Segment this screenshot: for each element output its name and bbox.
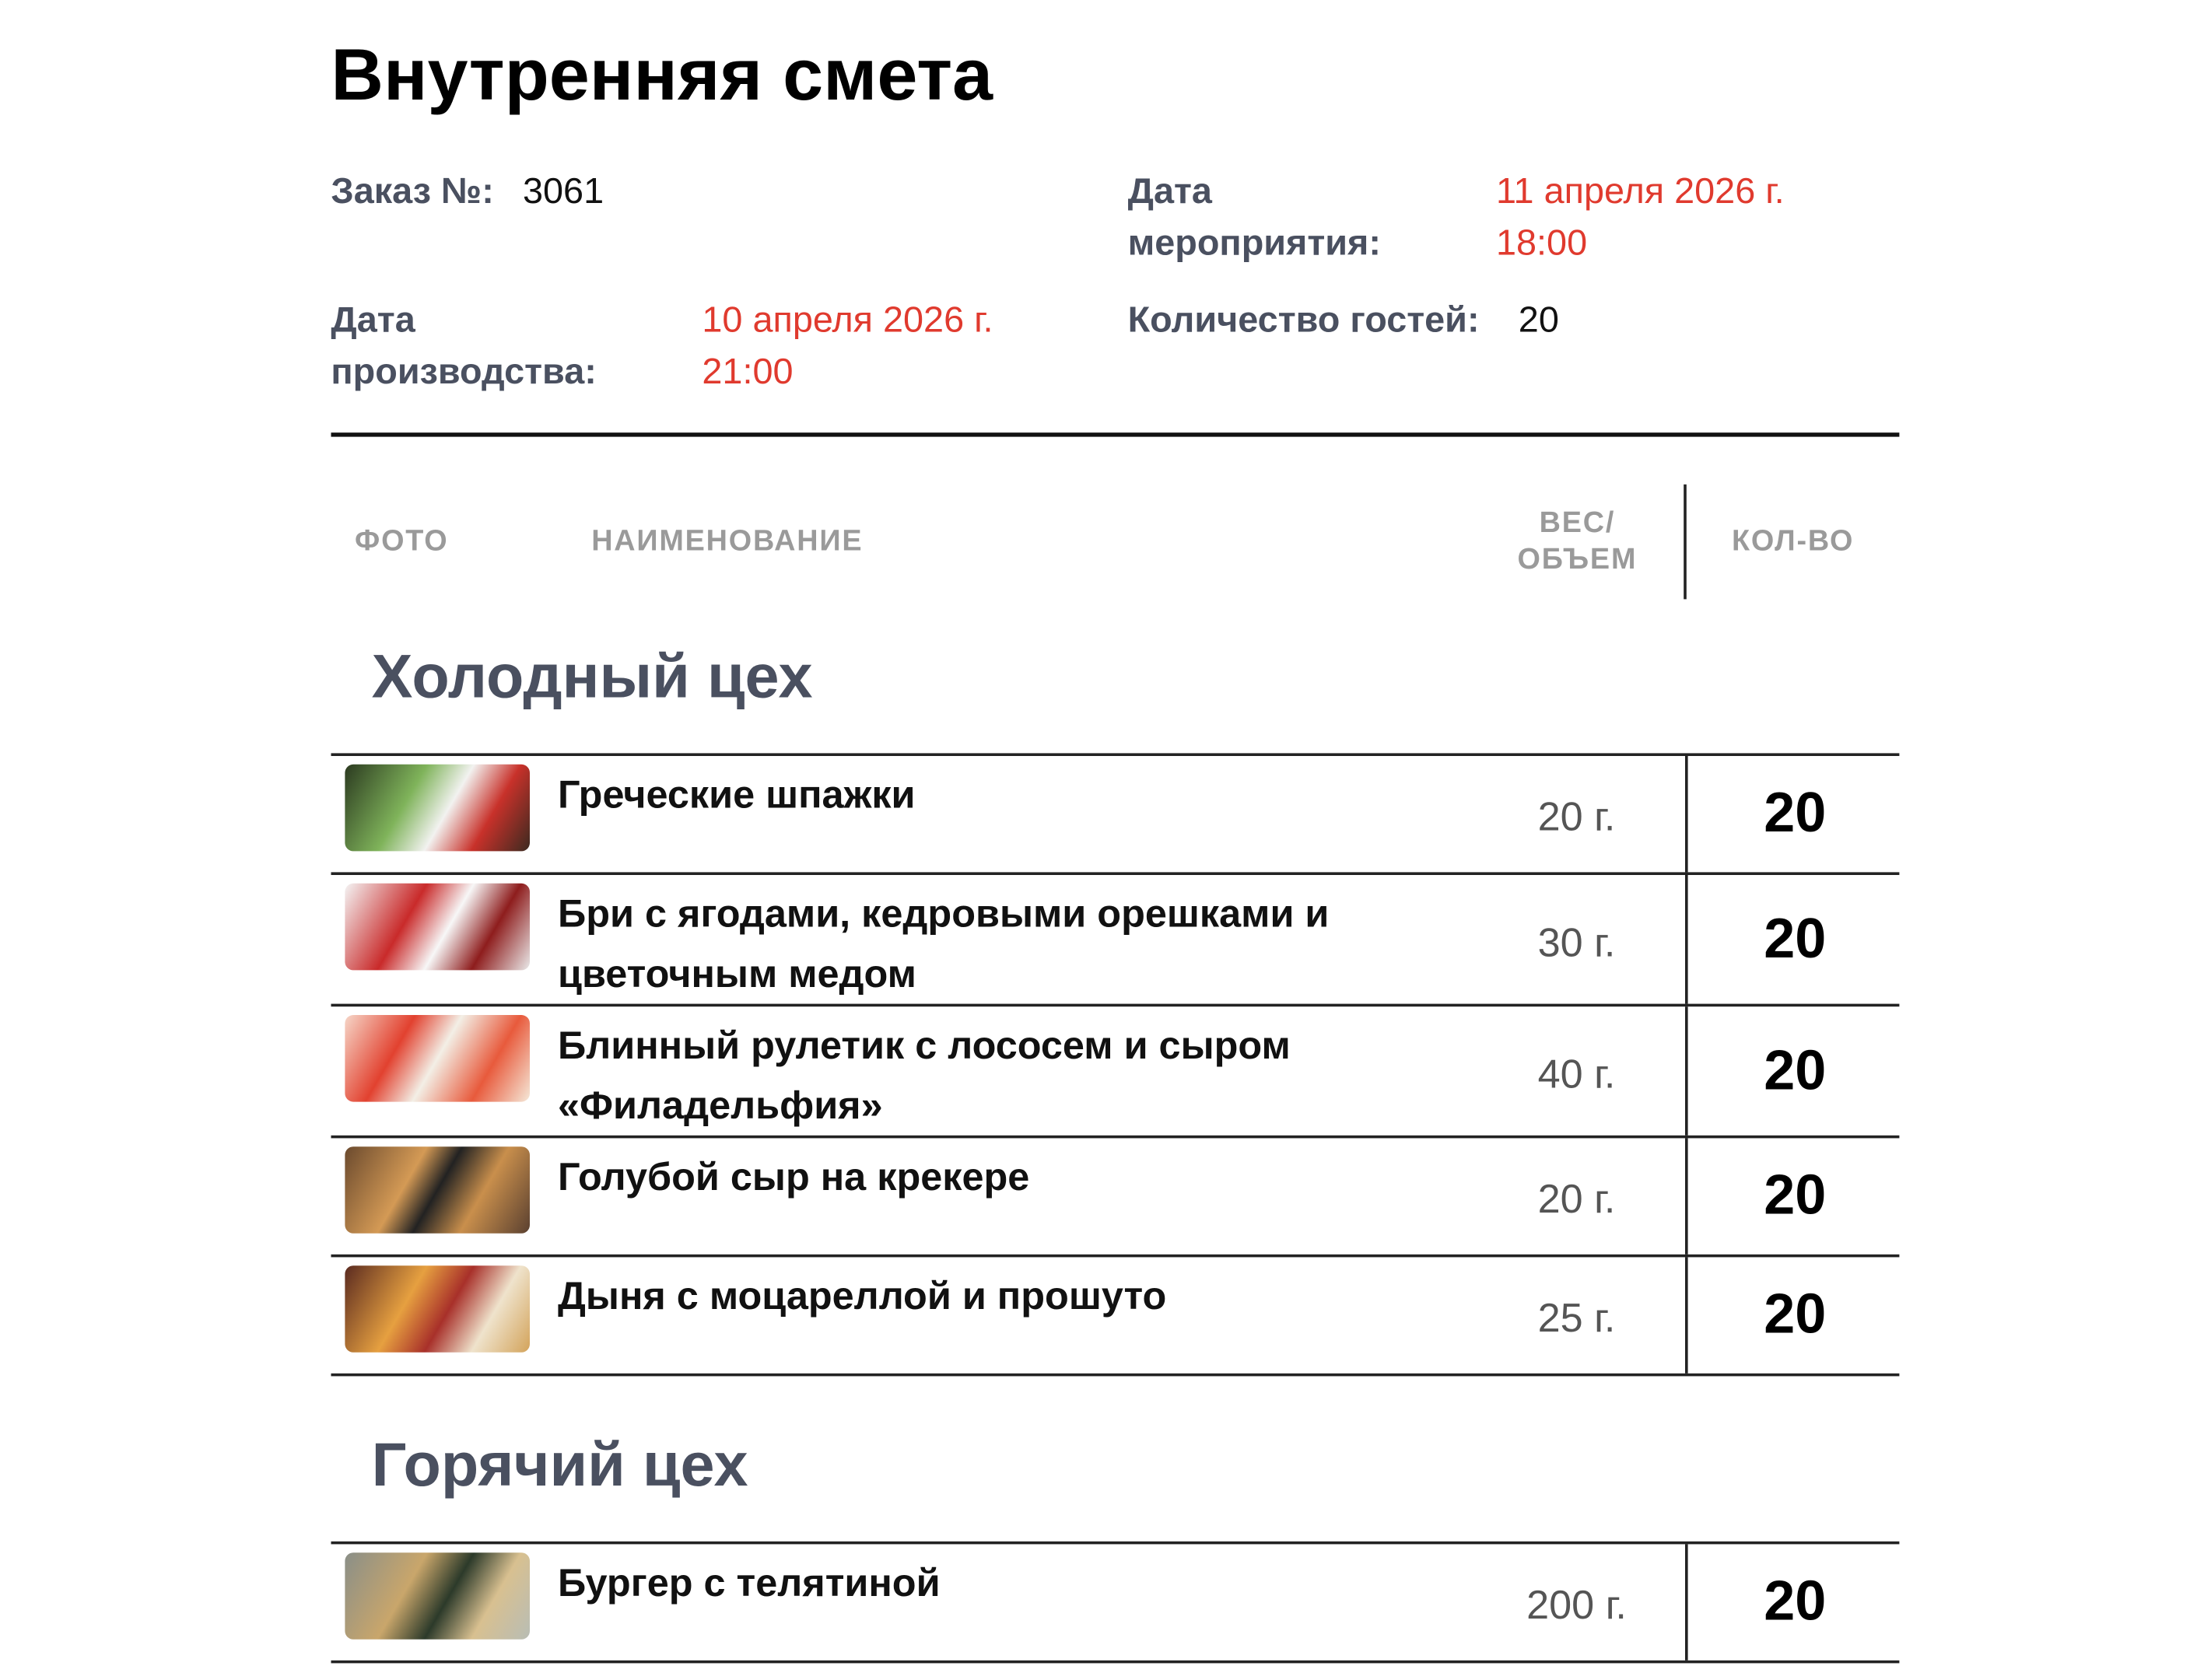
item-name: Бри с ягодами, кедровыми орешками и цвет… — [558, 891, 1330, 996]
item-weight: 40 г. — [1537, 1052, 1616, 1097]
item-name: Греческие шпажки — [558, 772, 916, 817]
item-name: Голубой сыр на крекере — [558, 1155, 1030, 1199]
item-weight: 30 г. — [1537, 920, 1616, 966]
section-title: Горячий цех — [371, 1430, 748, 1500]
photo — [345, 764, 530, 852]
sections: Холодный цех Греческие шпажки 20 г. 20 Бри с… — [331, 616, 1902, 1664]
title: Внутренняя смета — [331, 35, 993, 117]
column-header: ВЕС/ ОБЪЕМ — [1517, 506, 1638, 576]
item-qty: 20 — [1685, 1257, 1902, 1374]
item-qty: 20 — [1685, 875, 1902, 1004]
section-rows: Греческие шпажки 20 г. 20 Бри с ягодами, ке… — [331, 753, 1902, 1377]
label: Заказ №: — [331, 169, 494, 212]
item-row: Дыня с моцареллой и прошуто 25 г. 20 — [331, 1254, 1902, 1377]
item-name: Дыня с моцареллой и прошуто — [558, 1274, 1167, 1318]
item-row: Блинный рулетик с лососем и сыром «Филад… — [331, 1003, 1902, 1136]
item-name: Бургер с телятиной — [558, 1561, 941, 1605]
column-divider — [1684, 484, 1687, 600]
photo — [345, 883, 530, 971]
section-title: Холодный цех — [371, 642, 813, 712]
item-qty: 20 — [1685, 1006, 1902, 1136]
item-qty: 20 — [1685, 756, 1902, 873]
photo — [345, 1146, 530, 1234]
item-name: Блинный рулетик с лососем и сыром «Филад… — [558, 1023, 1291, 1127]
photo-cell — [331, 1006, 558, 1136]
item-weight: 20 г. — [1537, 1177, 1616, 1223]
section-rows: Бургер с телятиной 200 г. 20 — [331, 1541, 1902, 1664]
production-date: 10 апреля 2026 г. 21:00 — [702, 298, 993, 392]
photo-cell — [331, 1257, 558, 1373]
divider — [331, 432, 1900, 437]
event-date: 11 апреля 2026 г. 18:00 — [1496, 169, 1785, 264]
item-row: Бри с ягодами, кедровыми орешками и цвет… — [331, 872, 1902, 1004]
order-label: Заказ №: — [331, 165, 493, 217]
order-number: 3061 — [523, 169, 604, 212]
production-date-label: Дата производства: — [331, 298, 597, 392]
photo-cell — [331, 1544, 558, 1660]
column-header: КОЛ-ВО — [1731, 525, 1855, 558]
item-weight: 200 г. — [1526, 1583, 1627, 1629]
item-row: Бургер с телятиной 200 г. 20 — [331, 1541, 1902, 1664]
item-qty: 20 — [1685, 1138, 1902, 1255]
photo — [345, 1265, 530, 1353]
event-date-label: Дата мероприятия: — [1127, 169, 1381, 264]
item-weight: 25 г. — [1537, 1296, 1616, 1342]
spacer — [331, 1376, 1899, 1404]
item-row: Греческие шпажки 20 г. 20 — [331, 753, 1902, 873]
photo-cell — [331, 1138, 558, 1254]
photo — [345, 1552, 530, 1640]
column-header: НАИМЕНОВАНИЕ — [591, 525, 864, 558]
item-row: Голубой сыр на крекере 20 г. 20 — [331, 1135, 1902, 1255]
column-header: ФОТО — [355, 525, 449, 558]
photo-cell — [331, 756, 558, 872]
guests: 20 — [1518, 298, 1559, 341]
item-weight: 20 г. — [1537, 795, 1616, 840]
photo-cell — [331, 875, 558, 1004]
item-qty: 20 — [1685, 1544, 1902, 1661]
guests-label: Количество гостей: — [1127, 298, 1480, 341]
photo — [345, 1015, 530, 1102]
table-header: ФОТО НАИМЕНОВАНИЕ ВЕС/ ОБЪЕМ КОЛ-ВО — [331, 484, 1899, 600]
